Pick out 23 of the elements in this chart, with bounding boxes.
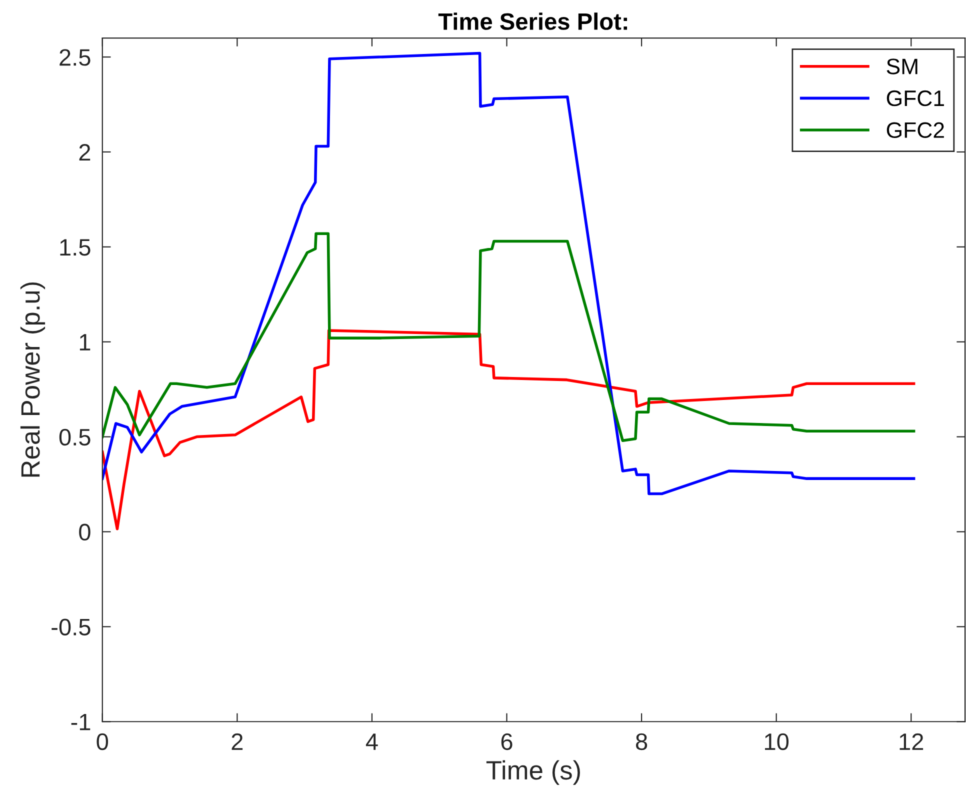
y-tick-label: -1 [71,714,90,730]
x-axis-title: Time (s) [486,760,580,785]
y-tick-label: -0.5 [52,618,90,636]
y-tick-label: 2.5 [60,49,90,66]
x-tick-label: 2 [232,733,243,750]
y-tick-label: 0 [79,524,90,541]
y-axis-title: Real Power (p.u) [20,282,46,477]
x-tick-label: 12 [900,733,924,750]
legend-label: SM [886,58,918,74]
y-tick-label: 1.5 [60,239,90,256]
legend-label: GFC2 [886,122,944,138]
chart-title: Time Series Plot: [438,12,628,30]
y-tick-label: 0.5 [59,428,90,446]
y-tick-label: 1 [80,334,90,350]
x-tick-label: 10 [765,733,789,750]
x-tick-label: 4 [366,734,378,750]
x-tick-label: 0 [96,733,108,750]
y-tick-label: 2 [79,144,90,161]
x-tick-label: 6 [501,733,512,750]
line-series [102,232,916,442]
x-tick-label: 8 [636,733,648,750]
legend-label: GFC1 [886,90,944,106]
line-series [102,329,916,530]
